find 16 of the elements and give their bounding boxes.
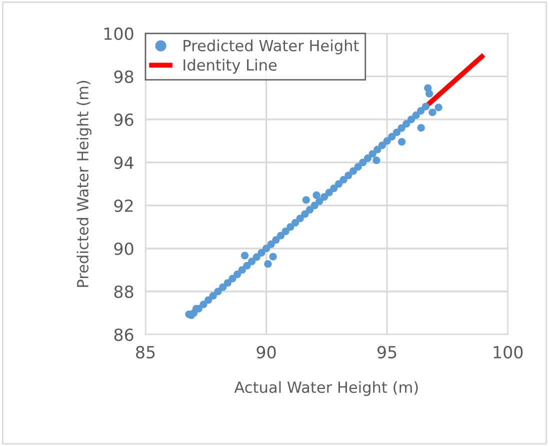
y-tick-label: 92 [114, 199, 133, 212]
y-tick-label: 96 [114, 113, 134, 126]
legend-label: Identity Line [184, 58, 277, 74]
y-tick-label: 94 [114, 156, 134, 170]
y-axis-title: Predicted Water Height (m) [76, 80, 92, 287]
y-tick-label: 90 [114, 242, 134, 256]
x-tick-label: 100 [494, 346, 523, 359]
x-tick-label: 90 [256, 346, 276, 359]
x-tick-label: 95 [377, 346, 396, 359]
y-tick-label: 100 [104, 27, 134, 40]
y-tick-label: 98 [114, 70, 134, 84]
x-tick-label: 85 [136, 346, 155, 359]
legend-label: Predicted Water Height [184, 40, 359, 54]
y-tick-label: 86 [114, 328, 134, 342]
y-tick-label: 88 [114, 285, 134, 298]
x-axis-title: Actual Water Height (m) [234, 381, 418, 396]
